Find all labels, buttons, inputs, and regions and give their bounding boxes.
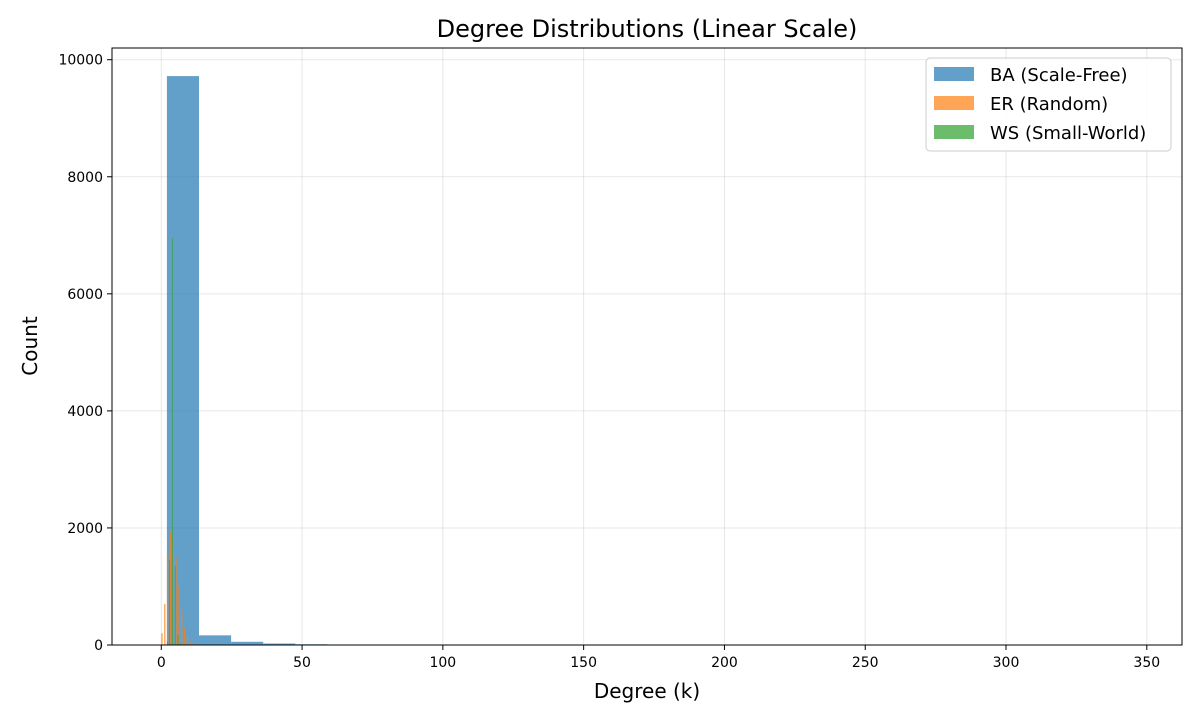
bar-ws-1 xyxy=(169,560,170,645)
legend-swatch-ba xyxy=(934,67,974,81)
x-tick-label-4: 200 xyxy=(711,655,738,671)
x-tick-label-6: 300 xyxy=(993,655,1020,671)
bar-ws-2 xyxy=(172,238,173,645)
legend: BA (Scale-Free) ER (Random) WS (Small-Wo… xyxy=(926,58,1171,151)
bar-ws-0 xyxy=(167,641,168,645)
chart-title: Degree Distributions (Linear Scale) xyxy=(437,15,858,43)
x-tick-label-1: 50 xyxy=(293,655,311,671)
x-tick-label-2: 100 xyxy=(429,655,456,671)
bar-er-0 xyxy=(161,633,162,645)
y-tick-label-3: 6000 xyxy=(67,287,103,303)
y-tick-label-1: 2000 xyxy=(67,521,103,537)
bar-ba-1 xyxy=(199,635,231,645)
bar-er-2 xyxy=(167,554,168,645)
y-tick-label-4: 8000 xyxy=(67,170,103,186)
legend-label-ws: WS (Small-World) xyxy=(990,123,1146,144)
bar-er-8 xyxy=(184,627,185,645)
legend-swatch-er xyxy=(934,96,974,110)
y-tick-label-0: 0 xyxy=(94,638,103,654)
legend-swatch-ws xyxy=(934,125,974,139)
bar-er-10 xyxy=(189,641,190,645)
y-tick-label-2: 4000 xyxy=(67,404,103,420)
x-tick-label-3: 150 xyxy=(570,655,597,671)
bar-ws-4 xyxy=(178,635,179,645)
x-tick-label-0: 0 xyxy=(157,655,166,671)
bar-ba-0 xyxy=(167,76,199,645)
y-axis-title: Count xyxy=(18,316,42,376)
x-tick-label-7: 350 xyxy=(1133,655,1160,671)
legend-label-ba: BA (Scale-Free) xyxy=(990,65,1128,86)
bar-er-7 xyxy=(181,610,182,645)
bar-er-1 xyxy=(164,604,165,645)
bar-er-9 xyxy=(187,636,188,645)
x-axis-title: Degree (k) xyxy=(594,679,700,703)
bar-ws-3 xyxy=(175,566,176,645)
x-tick-label-5: 250 xyxy=(852,655,879,671)
legend-label-er: ER (Random) xyxy=(990,94,1108,115)
y-tick-label-5: 10000 xyxy=(58,53,103,69)
